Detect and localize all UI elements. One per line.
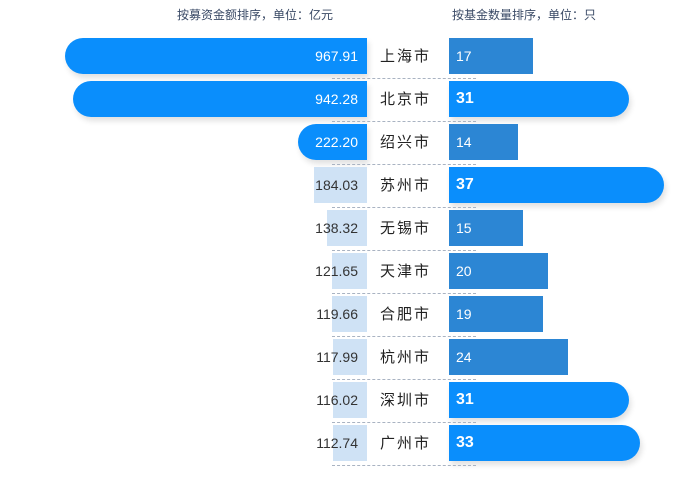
left-bar — [333, 382, 367, 418]
row-separator — [332, 465, 476, 466]
category-label: 苏州市 — [380, 176, 432, 194]
right-value-label: 17 — [456, 48, 472, 64]
left-value-label: 112.74 — [316, 435, 358, 451]
right-bar — [449, 124, 519, 160]
row-separator — [332, 121, 476, 122]
left-bar — [73, 81, 367, 117]
category-label: 绍兴市 — [380, 133, 432, 151]
left-bar — [332, 339, 367, 375]
right-bar — [449, 339, 568, 375]
category-label: 杭州市 — [380, 348, 432, 366]
right-value-label: 15 — [456, 220, 472, 236]
left-bar — [65, 38, 367, 74]
left-bar — [326, 210, 367, 246]
right-bar — [449, 296, 544, 332]
category-label: 无锡市 — [380, 219, 432, 237]
right-value-label: 37 — [456, 176, 474, 193]
left-bar — [332, 296, 367, 332]
left-bar — [297, 124, 367, 160]
row-separator — [332, 422, 476, 423]
left-value-label: 967.91 — [315, 48, 358, 64]
category-label: 上海市 — [380, 47, 432, 65]
row-separator — [332, 164, 476, 165]
row-separator — [332, 207, 476, 208]
left-value-label: 119.66 — [316, 306, 358, 322]
right-value-label: 14 — [456, 134, 472, 150]
row-separator — [332, 250, 476, 251]
right-value-label: 31 — [456, 391, 474, 408]
left-bar — [333, 425, 367, 461]
right-bar — [449, 425, 641, 461]
right-value-label: 33 — [456, 434, 474, 451]
row-separator — [332, 336, 476, 337]
left-bar — [331, 253, 367, 289]
left-value-label: 138.32 — [315, 220, 358, 236]
right-chart-title: 按基金数量排序，单位：只 — [452, 8, 597, 22]
left-value-label: 117.99 — [316, 349, 358, 365]
row-separator — [332, 293, 476, 294]
right-bar — [449, 382, 629, 418]
row-separator — [332, 379, 476, 380]
right-bar — [449, 210, 524, 246]
category-label: 天津市 — [380, 262, 432, 280]
left-value-label: 116.02 — [316, 392, 358, 408]
left-value-label: 121.65 — [315, 263, 358, 279]
category-label: 北京市 — [380, 90, 432, 108]
category-label: 合肥市 — [380, 305, 432, 323]
right-value-label: 19 — [456, 306, 472, 322]
left-value-label: 184.03 — [315, 177, 358, 193]
left-bar — [313, 167, 367, 203]
category-label: 深圳市 — [380, 391, 432, 409]
right-value-label: 24 — [456, 349, 472, 365]
right-bar — [449, 253, 548, 289]
left-value-label: 942.28 — [315, 91, 358, 107]
right-value-label: 20 — [456, 263, 472, 279]
right-bar — [449, 38, 534, 74]
row-separator — [332, 78, 476, 79]
right-value-label: 31 — [456, 90, 474, 107]
right-bar — [449, 81, 629, 117]
left-value-label: 222.20 — [315, 134, 358, 150]
category-label: 广州市 — [380, 434, 432, 452]
right-bar — [449, 167, 664, 203]
left-chart-title: 按募资金额排序，单位：亿元 — [177, 8, 334, 22]
